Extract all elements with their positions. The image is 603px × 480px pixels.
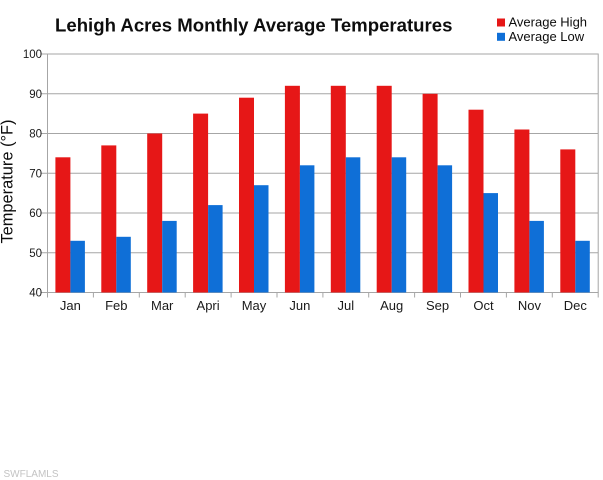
svg-text:40: 40: [29, 288, 42, 300]
svg-text:Temperature (°F): Temperature (°F): [0, 119, 17, 243]
svg-text:Oct: Oct: [473, 298, 494, 313]
svg-text:Lehigh Acres Monthly Average T: Lehigh Acres Monthly Average Temperature…: [55, 15, 452, 36]
svg-text:70: 70: [29, 168, 42, 180]
svg-text:Sep: Sep: [426, 298, 449, 313]
svg-text:Feb: Feb: [105, 298, 127, 313]
svg-text:Aug: Aug: [380, 298, 403, 313]
svg-text:60: 60: [29, 208, 42, 220]
svg-text:90: 90: [29, 89, 42, 101]
svg-text:80: 80: [29, 129, 42, 141]
svg-text:Dec: Dec: [564, 298, 588, 313]
svg-text:Nov: Nov: [518, 298, 542, 313]
svg-text:SWFLAMLS: SWFLAMLS: [4, 469, 59, 480]
svg-text:Mar: Mar: [151, 298, 174, 313]
svg-text:Jun: Jun: [289, 298, 310, 313]
svg-text:Apri: Apri: [197, 298, 220, 313]
svg-text:50: 50: [29, 248, 42, 260]
svg-text:100: 100: [23, 49, 42, 61]
svg-text:Jan: Jan: [60, 298, 81, 313]
svg-text:May: May: [242, 298, 267, 313]
svg-text:Average High: Average High: [509, 15, 588, 30]
svg-text:Average Low: Average Low: [509, 29, 585, 44]
svg-text:Jul: Jul: [337, 298, 354, 313]
